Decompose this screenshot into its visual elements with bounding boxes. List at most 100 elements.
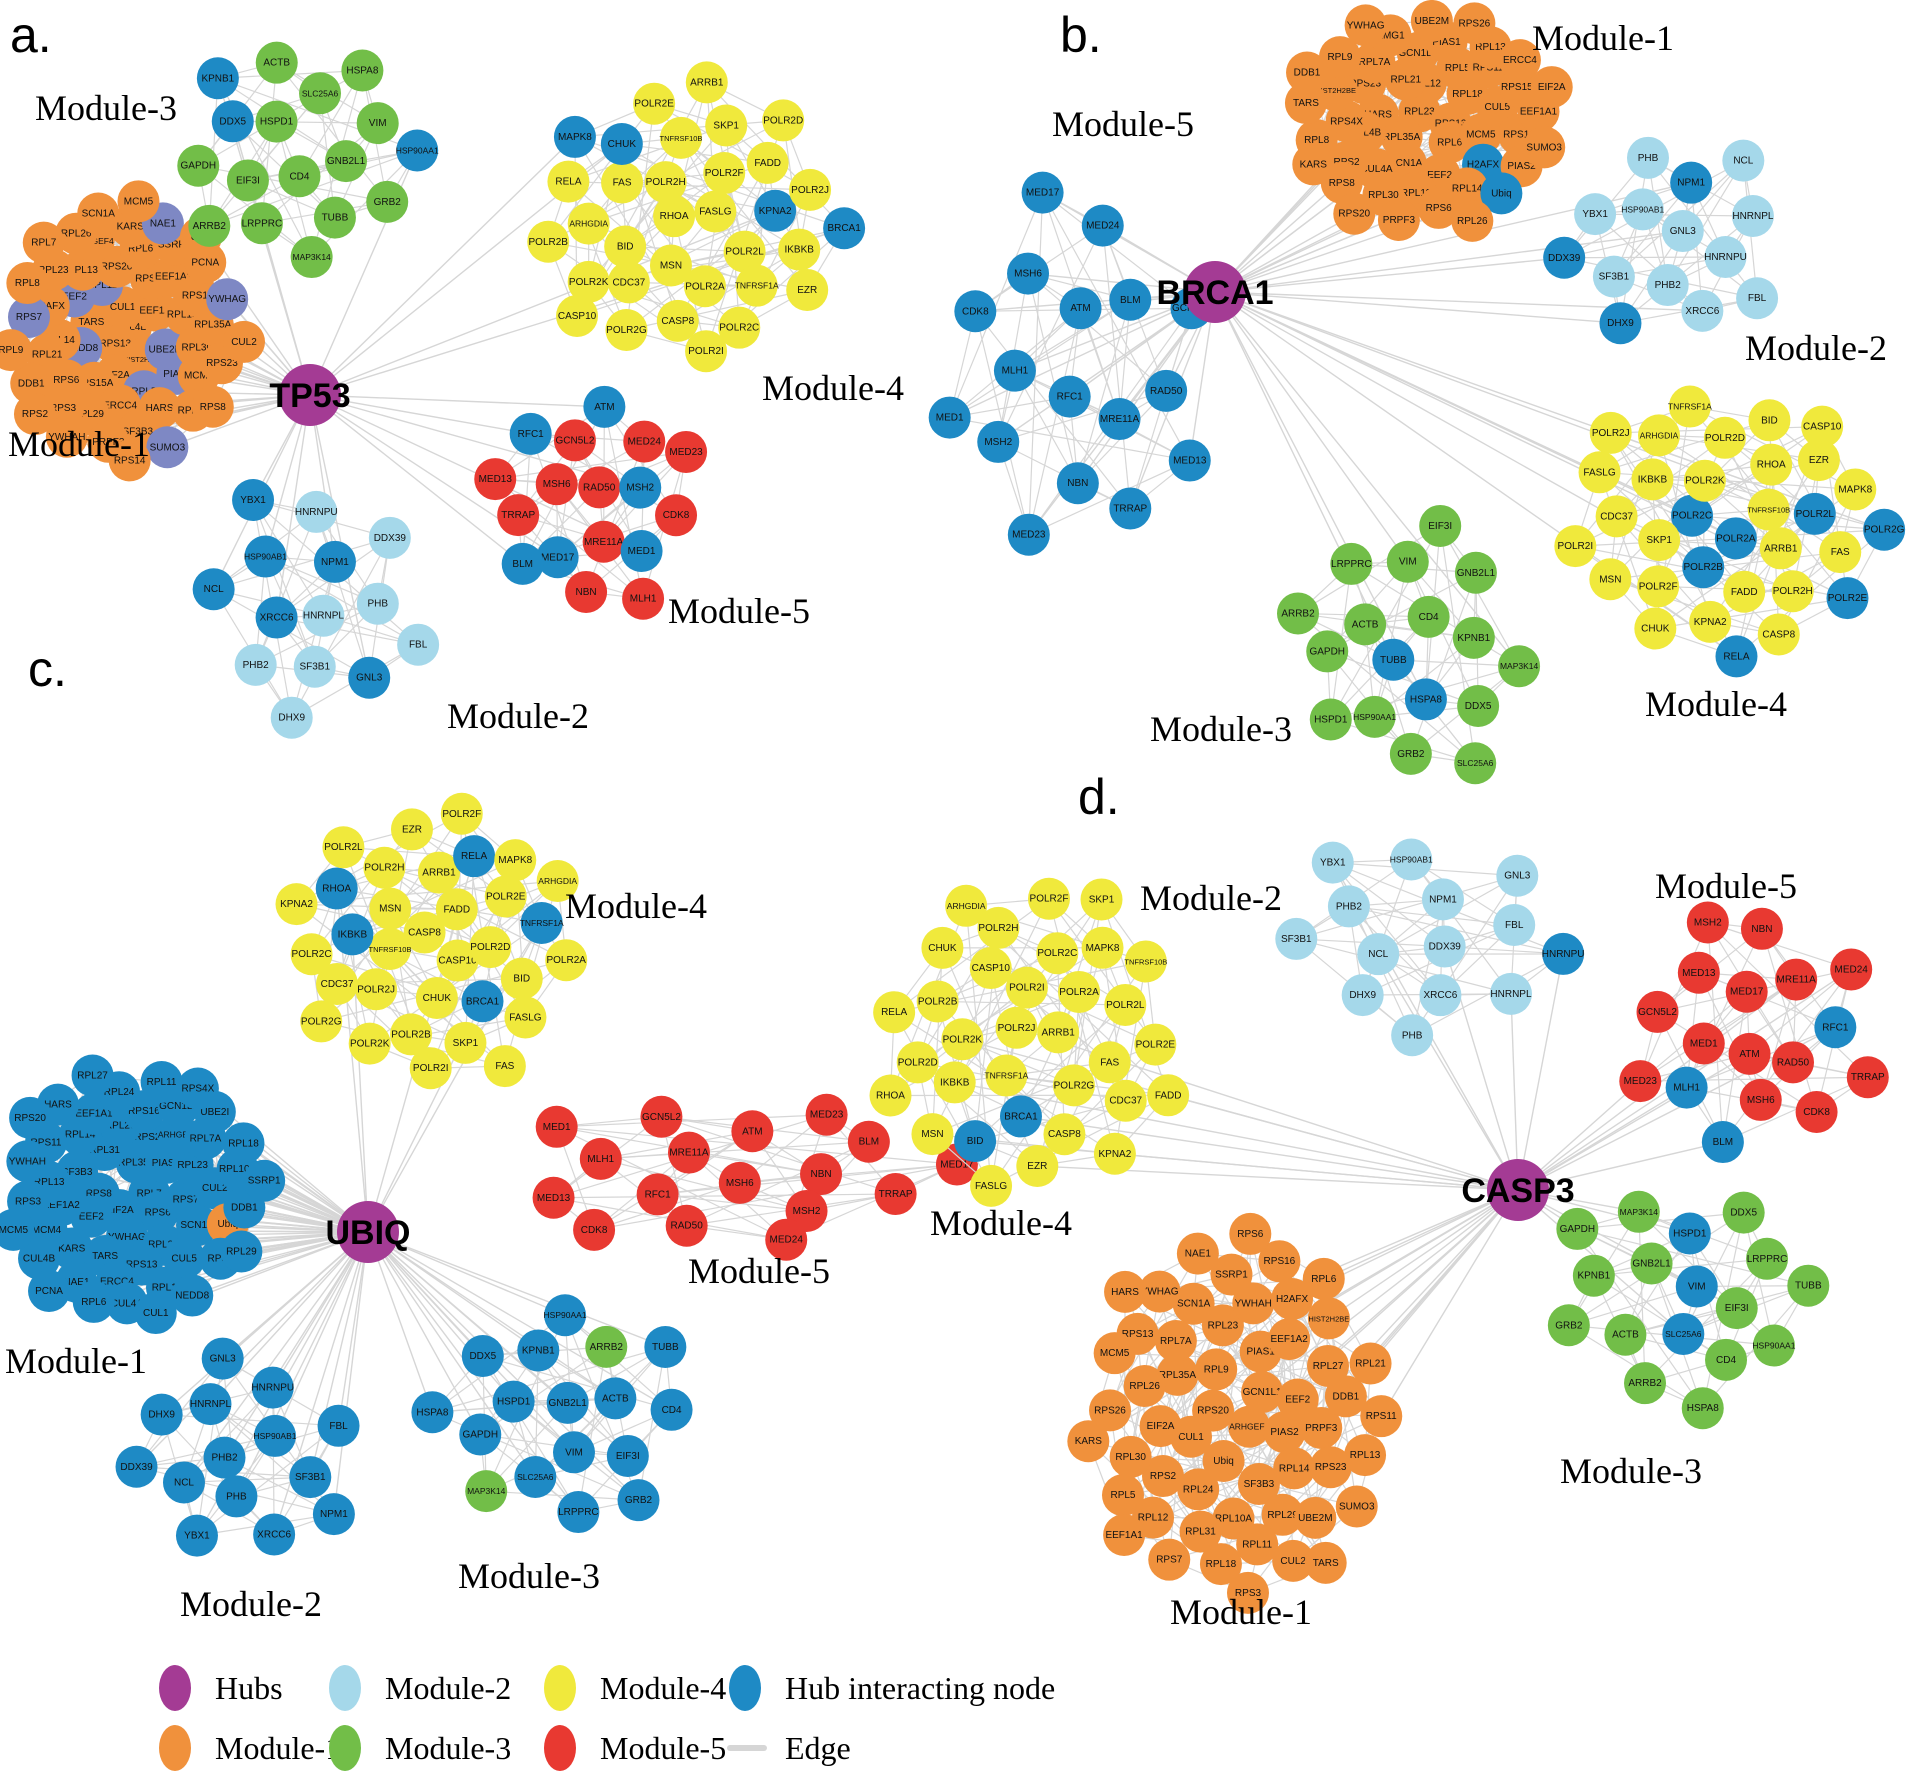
node-GRB2: GRB2 bbox=[617, 1479, 660, 1522]
node-TARS: TARS bbox=[1304, 1541, 1347, 1584]
node-circle bbox=[315, 867, 358, 910]
hub-label: TP53 bbox=[269, 377, 350, 415]
node-label: HSP90AA1 bbox=[396, 145, 439, 155]
node-label: BLM bbox=[859, 1137, 880, 1148]
node-circle bbox=[1834, 468, 1877, 511]
node-label: BLM bbox=[1713, 1137, 1734, 1148]
node-circle bbox=[222, 1122, 265, 1165]
node-SKP1: SKP1 bbox=[1080, 878, 1123, 921]
node-circle bbox=[928, 396, 971, 439]
node-RPL31: RPL31 bbox=[1179, 1510, 1222, 1553]
node-POLR2J: POLR2J bbox=[995, 1006, 1038, 1049]
node-label: GNB2L1 bbox=[1632, 1259, 1671, 1270]
node-circle bbox=[1353, 695, 1396, 738]
node-HSPA8: HSPA8 bbox=[1404, 678, 1447, 721]
node-label: RPL5 bbox=[1445, 63, 1470, 74]
node-label: NEDD8 bbox=[175, 1291, 209, 1302]
node-SUMO3: SUMO3 bbox=[1523, 126, 1566, 169]
node-circle bbox=[600, 122, 643, 165]
node-circle bbox=[514, 1456, 557, 1499]
node-MRE11A: MRE11A bbox=[582, 520, 625, 563]
node-MCM5: MCM5 bbox=[1093, 1332, 1136, 1375]
node-label: POLR2H bbox=[1773, 586, 1813, 597]
node-label: RPS2 bbox=[207, 1254, 234, 1265]
node-label: VIM bbox=[369, 118, 387, 129]
node-circle bbox=[1410, 0, 1453, 42]
node-POLR2C: POLR2C bbox=[290, 933, 333, 976]
node-circle bbox=[1722, 1191, 1765, 1234]
node-DDB1: DDB1 bbox=[10, 362, 53, 405]
node-circle bbox=[140, 1061, 183, 1104]
edge bbox=[1698, 972, 1836, 1028]
node-POLR2C: POLR2C bbox=[1036, 932, 1079, 975]
node-label: KPNA2 bbox=[759, 206, 792, 217]
node-label: POLR2K bbox=[943, 1034, 983, 1045]
node-RPL6: RPL6 bbox=[1302, 1257, 1345, 1300]
node-label: RPS20 bbox=[101, 262, 133, 273]
node-label: CDK8 bbox=[581, 1225, 608, 1236]
panel-letter: a. bbox=[10, 7, 52, 63]
node-EEF1A2: EEF1A2 bbox=[1268, 1318, 1311, 1361]
node-NCL: NCL bbox=[162, 1461, 205, 1504]
node-label: MCM4 bbox=[32, 1225, 62, 1236]
node-CUL1: CUL1 bbox=[134, 1292, 177, 1335]
node-NPM1: NPM1 bbox=[312, 1493, 355, 1536]
node-label: RPS4X bbox=[1330, 116, 1363, 127]
node-PHB2: PHB2 bbox=[1327, 885, 1370, 928]
node-label: MAP3K14 bbox=[1500, 661, 1539, 671]
hub-edge bbox=[275, 394, 311, 618]
node-label: RPL14 bbox=[1452, 183, 1483, 194]
node-label: EIF2A bbox=[1538, 82, 1566, 93]
node-label: RPL5 bbox=[131, 386, 156, 397]
node-circle bbox=[605, 308, 648, 351]
node-label: RPL6 bbox=[1437, 137, 1462, 148]
node-circle bbox=[1722, 139, 1765, 182]
node-circle bbox=[295, 490, 338, 533]
edge bbox=[1690, 182, 1703, 311]
node-label: POLR2G bbox=[606, 325, 647, 336]
node-circle bbox=[565, 570, 608, 613]
node-MAP3K14: MAP3K14 bbox=[1498, 645, 1541, 688]
node-MRE11A: MRE11A bbox=[667, 1131, 710, 1174]
node-label: IKBKB bbox=[1638, 474, 1668, 485]
node-label: RPL21 bbox=[1355, 1359, 1386, 1370]
node-label: HSPD1 bbox=[497, 1397, 531, 1408]
node-CASP8: CASP8 bbox=[1757, 613, 1800, 656]
node-MAP3K14: MAP3K14 bbox=[465, 1470, 508, 1513]
node-circle bbox=[969, 947, 1012, 990]
node-label: CASP10 bbox=[438, 956, 477, 967]
node-POLR2E: POLR2E bbox=[633, 82, 676, 125]
node-circle bbox=[1589, 411, 1632, 454]
node-label: TUBB bbox=[322, 213, 349, 224]
node-circle bbox=[1344, 603, 1387, 646]
node-label: RPL12 bbox=[1138, 1513, 1169, 1524]
node-circle bbox=[1145, 369, 1188, 412]
node-RPS6: RPS6 bbox=[1417, 186, 1460, 229]
node-label: EEF1A2 bbox=[155, 271, 193, 282]
node-label: RPL30 bbox=[1115, 1452, 1146, 1463]
node-label: RPL7A bbox=[1160, 1336, 1192, 1347]
node-circle bbox=[1423, 925, 1466, 968]
node-label: POLR2J bbox=[1592, 428, 1630, 439]
node-circle bbox=[535, 463, 578, 506]
node-label: ERCC4 bbox=[103, 400, 137, 411]
node-circle bbox=[718, 306, 761, 349]
node-POLR2D: POLR2D bbox=[896, 1041, 939, 1084]
node-label: RPL14 bbox=[1279, 1463, 1310, 1474]
node-MCM5: MCM5 bbox=[0, 1208, 35, 1251]
node-label: NBN bbox=[576, 587, 597, 598]
node-label: TARS bbox=[1313, 1558, 1339, 1569]
node-label: EEF1A1 bbox=[75, 1109, 113, 1120]
node-MED13: MED13 bbox=[532, 1176, 575, 1219]
node-label: RPL24 bbox=[1183, 1484, 1214, 1495]
node-POLR2H: POLR2H bbox=[1771, 570, 1814, 613]
node-EIF3I: EIF3I bbox=[606, 1434, 649, 1477]
node-label: TNFRSF10B bbox=[660, 134, 703, 143]
node-circle bbox=[1016, 1145, 1059, 1188]
node-circle bbox=[1682, 546, 1725, 589]
node-circle bbox=[873, 991, 916, 1034]
node-label: FBL bbox=[1748, 293, 1767, 304]
node-label: CUL1 bbox=[143, 1308, 169, 1319]
module-label: Module-5 bbox=[1052, 104, 1194, 144]
node-circle bbox=[1771, 570, 1814, 613]
